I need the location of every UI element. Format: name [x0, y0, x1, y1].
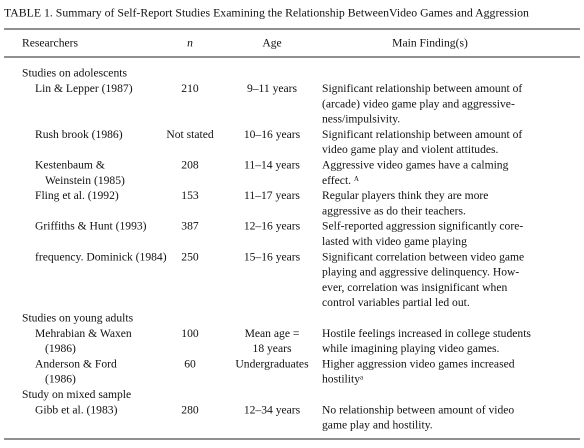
finding-cell: aggressive as do their teachers.: [322, 204, 466, 217]
n-cell: 100: [181, 327, 199, 340]
finding-cell: ness/impulsivity.: [322, 113, 400, 126]
researchers-cell: Fling et al. (1992): [35, 189, 119, 202]
section-label: Studies on young adults: [22, 311, 134, 324]
n-cell: 387: [181, 220, 199, 233]
n-cell: 153: [181, 189, 199, 202]
n-cell: 210: [181, 82, 199, 95]
n-cell: 60: [184, 357, 196, 370]
age-cell: 10–16 years: [244, 128, 301, 141]
age-cell: 12–34 years: [244, 403, 301, 416]
age-cell: 11–17 years: [244, 189, 300, 202]
age-cell: 12–16 years: [244, 220, 301, 233]
n-cell: 280: [181, 403, 199, 416]
n-cell: 208: [181, 158, 199, 171]
finding-cell: Self-reported aggression significantly c…: [322, 220, 523, 233]
finding-cell: effect. ᴬ: [322, 174, 359, 187]
section-label: Studies on adolescents: [22, 67, 127, 80]
researchers-cell: Rush brook (1986): [35, 128, 123, 141]
age-cell: 9–11 years: [247, 82, 298, 95]
researchers-cell: Gibb et al. (1983): [35, 403, 118, 416]
finding-cell: game play and hostility.: [322, 419, 433, 432]
finding-cell: lasted with video game playing: [322, 235, 467, 248]
finding-cell: playing and aggressive delinquency. How-: [322, 266, 519, 279]
header-cell: Main Finding(s): [392, 37, 468, 50]
researchers-cell: Griffiths & Hunt (1993): [35, 220, 147, 233]
finding-cell: hostilityᵃ: [322, 373, 363, 386]
section-label: Study on mixed sample: [22, 388, 131, 401]
header-cell: Researchers: [22, 37, 78, 50]
researchers-cell: Lin & Lepper (1987): [35, 82, 133, 95]
header-cell: n: [187, 37, 193, 50]
age-cell: Undergraduates: [235, 357, 309, 370]
finding-cell: ever, correlation was insignificant when: [322, 281, 507, 294]
researchers-cell: Kestenbaum &: [35, 158, 105, 171]
age-cell: 15–16 years: [244, 250, 301, 263]
age-cell: Mean age =: [245, 327, 300, 340]
finding-cell: (arcade) video game play and aggressive-: [322, 97, 515, 110]
finding-cell: Hostile feelings increased in college st…: [322, 327, 531, 340]
finding-cell: while imagining playing video games.: [322, 342, 500, 355]
finding-cell: control variables partial led out.: [322, 296, 470, 309]
finding-cell: Significant relationship between amount …: [322, 128, 522, 141]
researchers-cell: (1986): [45, 373, 76, 386]
finding-cell: Higher aggression video games increased: [322, 357, 515, 370]
researchers-cell: (1986): [45, 342, 76, 355]
age-cell: 11–14 years: [244, 158, 300, 171]
n-cell: 250: [181, 250, 199, 263]
age-cell: 18 years: [253, 342, 292, 355]
finding-cell: Aggressive video games have a calming: [322, 158, 509, 171]
finding-cell: Regular players think they are more: [322, 189, 488, 202]
finding-cell: video game play and violent attitudes.: [322, 143, 499, 156]
finding-cell: Significant relationship between amount …: [322, 82, 522, 95]
researchers-cell: Mehrabian & Waxen: [35, 327, 132, 340]
table-title: TABLE 1. Summary of Self-Report Studies …: [4, 6, 529, 20]
finding-cell: No relationship between amount of video: [322, 403, 514, 416]
header-cell: Age: [262, 37, 281, 50]
researchers-cell: Weinstein (1985): [45, 174, 125, 187]
researchers-cell: frequency. Dominick (1984): [35, 250, 167, 263]
n-cell: Not stated: [166, 128, 214, 141]
finding-cell: Significant correlation between video ga…: [322, 250, 524, 263]
researchers-cell: Anderson & Ford: [35, 357, 117, 370]
